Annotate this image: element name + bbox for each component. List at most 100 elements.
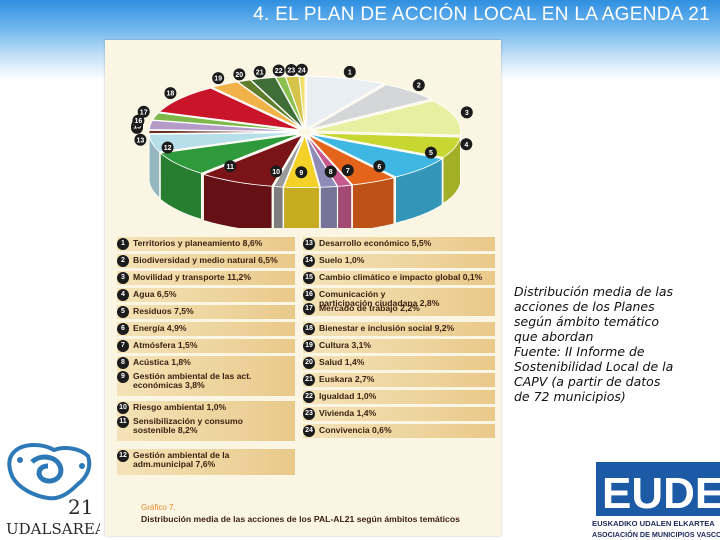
legend-number-badge: 6 [117, 323, 129, 335]
side-note-line: Distribución media de las [514, 284, 674, 299]
legend-number-badge: 7 [117, 340, 129, 352]
legend-label: Euskara 2,7% [319, 374, 375, 384]
pie-label-badge [295, 166, 308, 179]
logo-right-line2: ASOCIACIÓN DE MUNICIPIOS VASCOS [592, 530, 720, 539]
pie-label-badge [285, 64, 298, 76]
legend-number-badge: 18 [303, 323, 315, 335]
side-note: Distribución media de las acciones de los… [514, 284, 714, 404]
pie-slice-side [283, 186, 320, 228]
legend-label: Gestión ambiental de la adm.municipal 7,… [133, 450, 230, 469]
legend-label: Sensibilización y consumo sostenible 8,2… [133, 416, 243, 435]
pie-label-number: 11 [226, 164, 234, 171]
legend-label: Salud 1,4% [319, 357, 365, 367]
pie-label-number: 10 [272, 169, 280, 176]
legend-item: 21 Euskara 2,7% [303, 372, 495, 389]
pie-slice [275, 76, 305, 129]
legend-item: 14 Suelo 1,0% [303, 253, 495, 270]
side-note-line: CAPV (a partir de datos [514, 374, 661, 389]
pie-slice [158, 87, 301, 131]
legend-item: 23 Vivienda 1,4% [303, 406, 495, 423]
pie-label-badge [424, 146, 437, 159]
pie-slice-side [337, 184, 352, 228]
pie-label-number: 2 [417, 83, 421, 90]
pie-label-badge [212, 72, 225, 85]
legend-label: Atmósfera 1,5% [133, 340, 198, 350]
pie-label-badge [460, 138, 473, 151]
side-note-line: según ámbito temático [514, 314, 660, 329]
legend-item: 7 Atmósfera 1,5% [117, 338, 295, 355]
legend-number-badge: 3 [117, 272, 129, 284]
legend-label: Comunicación y participación ciudadana 2… [319, 289, 440, 308]
legend-label: Suelo 1,0% [319, 255, 365, 265]
pie-label-badge [132, 114, 145, 127]
legend-item: 17 Mercado de trabajo 2,2% [303, 301, 495, 318]
legend-number-badge: 22 [303, 391, 315, 403]
pie-label-badge [373, 160, 386, 173]
legend-number-badge: 11 [117, 416, 129, 428]
pie-label-badge [164, 87, 177, 100]
legend-label: Cultura 3,1% [319, 340, 372, 350]
legend-label: Energía 4,9% [133, 323, 187, 333]
figure-caption-number: Gráfico 7. [141, 503, 176, 512]
pie-slice [307, 134, 395, 186]
pie-slice-side [320, 186, 338, 228]
legend-number-badge: 17 [303, 303, 315, 315]
pie-slice [298, 76, 306, 129]
pie-slice [308, 84, 433, 130]
pie-label-badge [224, 160, 237, 173]
figure-panel: 123456789101112131415161718192021222324 … [105, 40, 501, 536]
legend-label: Gestión ambiental de las act. económicas… [133, 371, 252, 390]
legend-number-badge: 13 [303, 238, 315, 250]
side-note-line: Fuente: II Informe de [514, 344, 645, 359]
legend-label: Convivencia 0,6% [319, 425, 392, 435]
logo-left-wordmark: UDALSAREA [6, 520, 100, 538]
pie-label-badge [270, 165, 283, 178]
pie-label-badge [295, 63, 308, 76]
pie-label-badge [412, 79, 425, 92]
pie-slice [309, 134, 444, 178]
legend-number-badge: 5 [117, 306, 129, 318]
pie-chart: 123456789101112131415161718192021222324 [131, 63, 473, 228]
pie-label-number: 1 [348, 70, 352, 77]
legend-number-badge: 2 [117, 255, 129, 267]
pie-slice [148, 132, 300, 153]
legend-item: 11 Sensibilización y consumo sostenible 8… [117, 414, 295, 441]
legend-item: 22 Igualdad 1,0% [303, 389, 495, 406]
pie-label-badge [253, 65, 266, 78]
pie-slice [211, 81, 303, 130]
pie-label-number: 12 [164, 145, 172, 152]
pie-label-badge [343, 65, 356, 78]
side-note-line: Sostenibilidad Local de la [514, 359, 674, 374]
pie-label-number: 15 [133, 124, 141, 131]
pie-slice [306, 135, 353, 187]
chart-legend: 1 Territorios y planeamiento 8,6% 2 Biodive… [117, 236, 497, 486]
legend-label: Mercado de trabajo 2,2% [319, 303, 420, 313]
legend-item: 20 Salud 1,4% [303, 355, 495, 372]
legend-label: Biodiversidad y medio natural 6,5% [133, 255, 278, 265]
legend-label: Riesgo ambiental 1,0% [133, 402, 227, 412]
pie-slice [250, 77, 304, 129]
legend-item: 12 Gestión ambiental de la adm.municipal … [117, 448, 295, 475]
legend-item: 13 Desarrollo económico 5,5% [303, 236, 495, 253]
legend-label: Agua 6,5% [133, 289, 177, 299]
legend-item: 3 Movilidad y transporte 11,2% [117, 270, 295, 287]
legend-item: 4 Agua 6,5% [117, 287, 295, 304]
legend-number-badge: 14 [303, 255, 315, 267]
legend-number-badge: 1 [117, 238, 129, 250]
pie-slice [306, 76, 385, 130]
pie-label-number: 9 [299, 170, 303, 177]
legend-item: 10 Riesgo ambiental 1,0% [117, 400, 295, 417]
pie-label-badge [134, 133, 147, 146]
legend-item: 24 Convivencia 0,6% [303, 423, 495, 440]
udalsarea-logo: 21 UDALSAREA [6, 443, 100, 538]
pie-label-badge [341, 164, 354, 177]
legend-label: Vivienda 1,4% [319, 408, 377, 418]
pie-label-number: 22 [275, 68, 283, 75]
legend-item: 9 Gestión ambiental de las act. económica… [117, 369, 295, 396]
pie-slice [152, 112, 300, 132]
legend-item: 6 Energía 4,9% [117, 321, 295, 338]
pie-label-number: 21 [256, 70, 264, 77]
pie-label-number: 7 [346, 168, 350, 175]
legend-number-badge: 19 [303, 340, 315, 352]
legend-item: 19 Cultura 3,1% [303, 338, 495, 355]
